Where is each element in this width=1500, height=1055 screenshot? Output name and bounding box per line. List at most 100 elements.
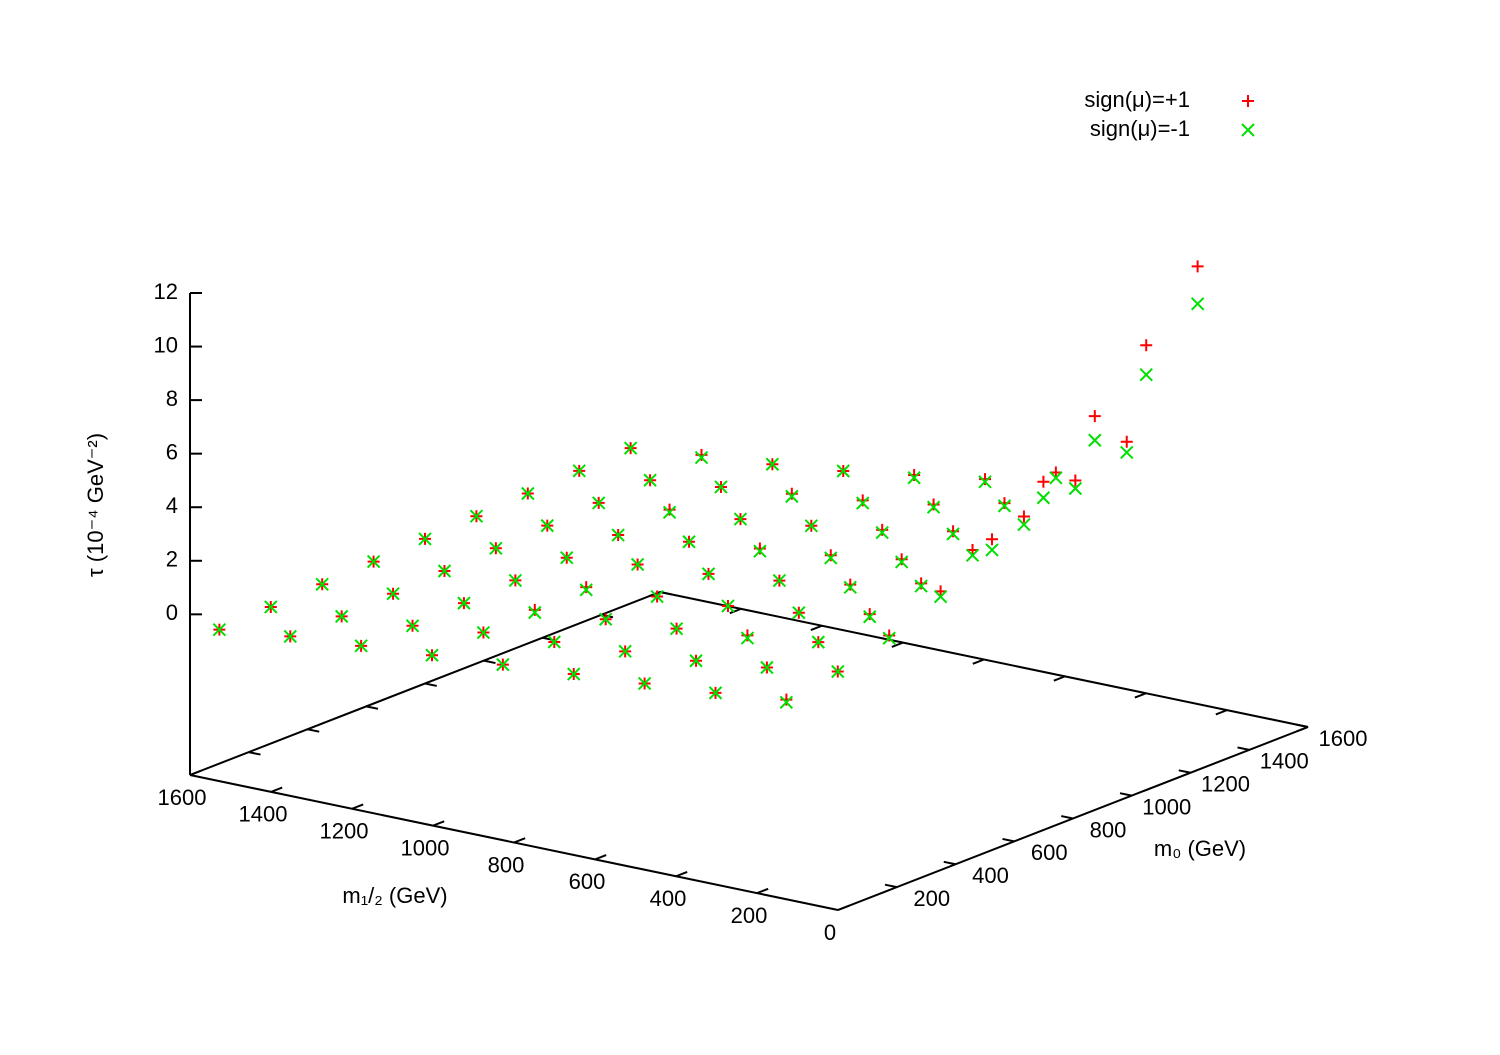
z-tick-label: 8 <box>166 386 178 411</box>
point <box>386 586 400 601</box>
point <box>894 555 909 569</box>
x-tick <box>1237 746 1250 751</box>
x-tick <box>1061 815 1074 820</box>
point <box>315 577 329 591</box>
point <box>611 528 625 542</box>
y-tick <box>513 837 526 844</box>
point <box>508 573 523 588</box>
x-tick-label: 800 <box>1090 817 1127 842</box>
y-tick-label: 400 <box>650 886 687 911</box>
point <box>283 629 297 644</box>
point <box>418 532 432 546</box>
z-tick-label: 6 <box>166 439 178 464</box>
point <box>863 610 877 624</box>
legend-marker <box>1242 95 1254 107</box>
point <box>528 605 542 620</box>
x-tick-label: 1000 <box>1142 794 1191 819</box>
point <box>1017 510 1030 523</box>
point <box>740 631 755 645</box>
point <box>650 589 664 604</box>
y-tick-label: 200 <box>731 903 768 928</box>
point <box>1191 260 1204 273</box>
point <box>476 625 491 640</box>
point <box>567 667 581 681</box>
point <box>630 557 645 572</box>
point <box>927 498 940 511</box>
point <box>721 599 735 613</box>
point <box>1036 491 1051 505</box>
point <box>779 695 794 709</box>
y-tick-mirror <box>1215 709 1228 716</box>
y-tick-mirror <box>891 641 904 648</box>
point <box>915 577 928 590</box>
point <box>637 676 652 691</box>
point <box>895 553 908 566</box>
point <box>836 464 850 478</box>
point <box>1049 471 1063 485</box>
point <box>1088 433 1102 447</box>
point <box>979 473 991 486</box>
point <box>947 525 960 538</box>
point <box>334 609 349 624</box>
point <box>580 581 593 594</box>
point <box>1017 517 1031 532</box>
y-tick <box>594 854 607 861</box>
point <box>908 469 921 482</box>
z-tick-label: 4 <box>166 493 178 518</box>
point <box>733 512 748 526</box>
series <box>213 260 1204 706</box>
z-tick-label: 2 <box>166 547 178 572</box>
y-tick-mirror <box>810 624 823 632</box>
point <box>1140 339 1153 352</box>
point <box>714 480 728 494</box>
point <box>780 693 793 706</box>
y-tick <box>756 887 769 895</box>
point <box>785 489 799 504</box>
point <box>811 635 826 649</box>
x-tick <box>1178 769 1191 774</box>
point <box>212 622 227 637</box>
point <box>875 525 889 540</box>
y-tick-mirror <box>1053 675 1066 682</box>
point <box>694 450 709 465</box>
point <box>985 543 999 557</box>
point <box>457 596 471 610</box>
point <box>528 603 541 616</box>
y-tick-label: 0 <box>824 920 836 945</box>
x-tick-mirror <box>601 613 614 619</box>
y-tick-mirror <box>729 607 742 615</box>
point <box>946 527 960 541</box>
point <box>663 503 676 516</box>
point <box>643 473 657 487</box>
y-tick <box>351 803 364 810</box>
x-tick <box>884 883 897 889</box>
x-tick <box>1119 792 1132 797</box>
x-tick <box>943 860 956 866</box>
point <box>765 457 780 471</box>
point <box>598 612 613 626</box>
series <box>212 297 1205 709</box>
y-tick-mirror <box>1134 692 1147 699</box>
legend-label: sign(μ)=-1 <box>1090 116 1190 141</box>
z-tick-label: 10 <box>154 332 178 357</box>
y-tick-label: 800 <box>488 852 525 877</box>
point <box>354 639 368 653</box>
x-tick-label: 1400 <box>1260 749 1309 774</box>
point <box>264 600 278 614</box>
y-tick <box>675 870 688 878</box>
point <box>772 573 787 588</box>
point <box>708 686 723 700</box>
point <box>863 608 876 621</box>
x-tick-mirror <box>248 751 261 756</box>
point <box>489 541 503 556</box>
legend-label: sign(μ)=+1 <box>1084 87 1190 112</box>
point <box>1088 410 1101 423</box>
point <box>844 578 857 591</box>
y-tick-mirror <box>972 658 985 665</box>
point <box>662 505 677 520</box>
x-tick <box>1002 837 1015 843</box>
y-tick <box>270 786 283 793</box>
point <box>933 589 948 604</box>
point <box>623 441 638 455</box>
point <box>760 660 774 675</box>
